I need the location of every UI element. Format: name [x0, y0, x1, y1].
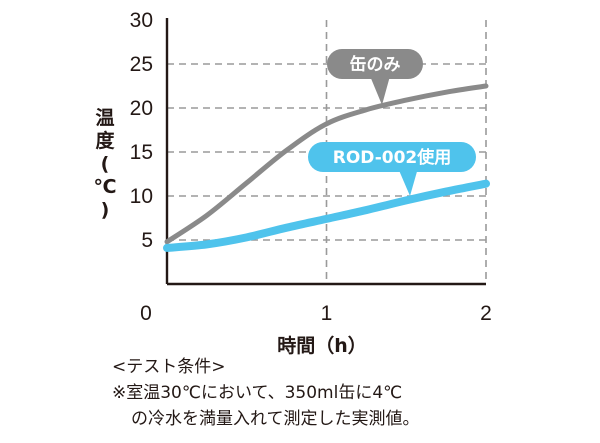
y-tick-25: 25 — [130, 53, 153, 76]
x-tick-labels: 0 1 2 — [140, 302, 492, 325]
y-axis-label-char: ) — [101, 199, 110, 221]
y-tick-10: 10 — [130, 185, 153, 208]
y-tick-labels: 5 10 15 20 25 30 — [130, 9, 153, 252]
callout-bubble-0 — [327, 49, 423, 79]
series-line-0 — [164, 83, 489, 245]
series-lines — [163, 83, 490, 252]
callout-pointer-1 — [398, 168, 418, 196]
y-axis-label-char: ( — [101, 153, 110, 175]
test-conditions-line-1: ※室温30℃において、350ml缶に4℃ — [112, 383, 403, 403]
test-conditions-line-2: の冷水を満量入れて測定した実測値。 — [131, 409, 420, 429]
x-axis-label: 時間（h） — [277, 334, 367, 357]
series-line-1 — [163, 179, 490, 252]
y-tick-5: 5 — [141, 229, 153, 252]
x-tick-1: 1 — [321, 302, 333, 325]
y-axis-label-char: 度 — [95, 129, 115, 152]
y-tick-15: 15 — [130, 141, 153, 164]
y-axis-label: 温度(℃) — [93, 107, 116, 221]
series-callouts: 缶のみ ROD-002使用 — [308, 49, 476, 196]
series-label-0: 缶のみ — [350, 54, 401, 75]
y-tick-30: 30 — [130, 9, 153, 32]
series-label-1: ROD-002使用 — [333, 147, 452, 168]
callout-bubble-1 — [308, 142, 476, 172]
callout-pointer-0 — [370, 76, 390, 105]
x-tick-0: 0 — [140, 302, 152, 325]
y-axis-label-char: ℃ — [93, 176, 116, 198]
x-tick-2: 2 — [480, 302, 492, 325]
y-axis-label-char: 温 — [95, 107, 114, 129]
test-conditions-heading: <テスト条件> — [112, 357, 226, 377]
y-tick-20: 20 — [130, 97, 153, 120]
